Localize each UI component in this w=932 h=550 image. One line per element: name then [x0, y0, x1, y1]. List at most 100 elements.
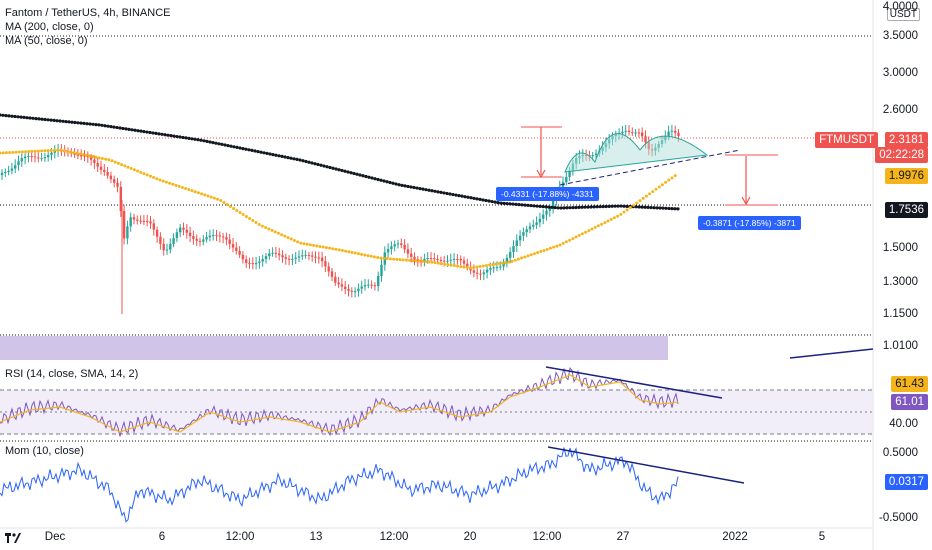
- ma50-dot: [97, 156, 101, 160]
- candle: [53, 150, 56, 153]
- ma50-dot: [424, 260, 428, 264]
- ma200-legend[interactable]: MA (200, close, 0): [5, 21, 94, 33]
- ma200-dot: [103, 124, 107, 128]
- rsi-ma-badge: 61.43: [891, 376, 928, 392]
- ma50-dot: [59, 148, 63, 152]
- ma200-dot: [346, 170, 350, 174]
- ma200-dot: [115, 125, 119, 130]
- ma200-dot: [430, 189, 434, 193]
- candle: [86, 155, 89, 158]
- candle: [446, 260, 449, 262]
- ma50-dot: [408, 258, 412, 262]
- candle: [452, 258, 456, 260]
- price-tick: 4.0000: [882, 1, 918, 13]
- ma50-dot: [443, 262, 447, 266]
- ma200-dot: [439, 190, 443, 194]
- ma200-dot: [451, 192, 455, 197]
- ma200-dot: [142, 130, 146, 134]
- ma200-dot: [0, 113, 2, 117]
- ma200-dot: [529, 203, 533, 208]
- ma50-dot: [404, 258, 408, 262]
- candle: [235, 247, 238, 251]
- ma200-dot: [640, 205, 644, 209]
- candle: [14, 165, 17, 169]
- ma50-dot: [52, 148, 56, 152]
- ma200-dot: [49, 118, 53, 122]
- ma200-dot: [55, 119, 59, 123]
- candle: [146, 220, 149, 222]
- ma50-dot: [308, 243, 312, 247]
- candle: [116, 182, 119, 187]
- ma200-dot: [502, 201, 506, 205]
- ma200-dot: [40, 117, 44, 121]
- ma200-dot: [232, 145, 236, 149]
- ma50-dot: [232, 207, 236, 210]
- ma50-dot: [328, 246, 332, 250]
- ma50-dot: [17, 150, 21, 154]
- ma200-dot: [130, 128, 134, 132]
- candle: [93, 159, 96, 164]
- candle: [192, 236, 195, 239]
- ma200-dot: [217, 142, 221, 146]
- ma50-dot: [49, 148, 53, 152]
- rsi-divergence-line: [545, 366, 723, 399]
- candle: [627, 130, 631, 133]
- rsi-legend[interactable]: RSI (14, close, SMA, 14, 2): [5, 368, 139, 380]
- ma200-dot: [220, 142, 224, 146]
- ma200-dot: [598, 205, 602, 209]
- ma200-dot: [202, 139, 206, 143]
- candle: [443, 260, 446, 262]
- ma50-dot: [523, 255, 527, 259]
- candle: [340, 284, 344, 287]
- candle: [274, 252, 278, 254]
- symbol-badge: FTMUSDT: [815, 132, 878, 148]
- ma50-dot: [289, 237, 293, 241]
- currency-label[interactable]: USDT: [886, 8, 920, 21]
- ma200-dot: [622, 204, 626, 208]
- candle: [337, 282, 340, 285]
- candle: [99, 166, 103, 170]
- ma200-dot: [349, 171, 353, 175]
- ma200-dot: [289, 156, 293, 160]
- candle: [281, 255, 284, 258]
- rsi-line: [0, 366, 679, 437]
- candle: [208, 235, 212, 238]
- candle: [551, 200, 555, 208]
- ma50-dot: [452, 264, 456, 268]
- ma50-dot: [315, 244, 319, 248]
- ma50-legend[interactable]: MA (50, close, 0): [5, 35, 88, 47]
- ma50-dot: [526, 254, 530, 258]
- ma200-dot: [358, 173, 362, 177]
- ma200-dot: [76, 121, 80, 125]
- ma200-dot: [310, 161, 314, 165]
- ma50-dot: [577, 233, 581, 237]
- mom-legend[interactable]: Mom (10, close): [5, 445, 84, 457]
- ma200-dot: [463, 195, 467, 199]
- measure-label-right[interactable]: -0.3871 (-17.85%) -3871: [698, 216, 801, 230]
- ma200-dot: [337, 168, 341, 172]
- ma50-dot: [606, 219, 610, 223]
- candle: [677, 132, 680, 136]
- ma50-dot: [401, 258, 405, 262]
- ma50-dot: [158, 178, 162, 182]
- mom-divergence-line: [547, 446, 745, 484]
- candle: [258, 261, 261, 263]
- ma50-dot: [40, 149, 44, 153]
- ma200-dot: [433, 189, 437, 193]
- ma200-dot: [187, 136, 191, 140]
- ma200-dot: [145, 130, 149, 134]
- ma200-dot: [457, 194, 461, 198]
- ma200-dot: [259, 150, 263, 154]
- symbol-title[interactable]: Fantom / TetherUS, 4h, BINANCE: [5, 7, 171, 19]
- ma200-dot: [52, 118, 56, 122]
- candle: [307, 254, 311, 256]
- lavender-band: [0, 336, 668, 360]
- candle: [221, 236, 225, 238]
- ma50-dot: [62, 149, 66, 153]
- measure-label-left[interactable]: -0.4331 (-17.88%) -4331: [496, 187, 599, 201]
- candle: [509, 252, 512, 258]
- candle: [390, 246, 393, 250]
- tradingview-logo-icon[interactable]: [5, 533, 21, 543]
- time-tick: 27: [616, 531, 630, 543]
